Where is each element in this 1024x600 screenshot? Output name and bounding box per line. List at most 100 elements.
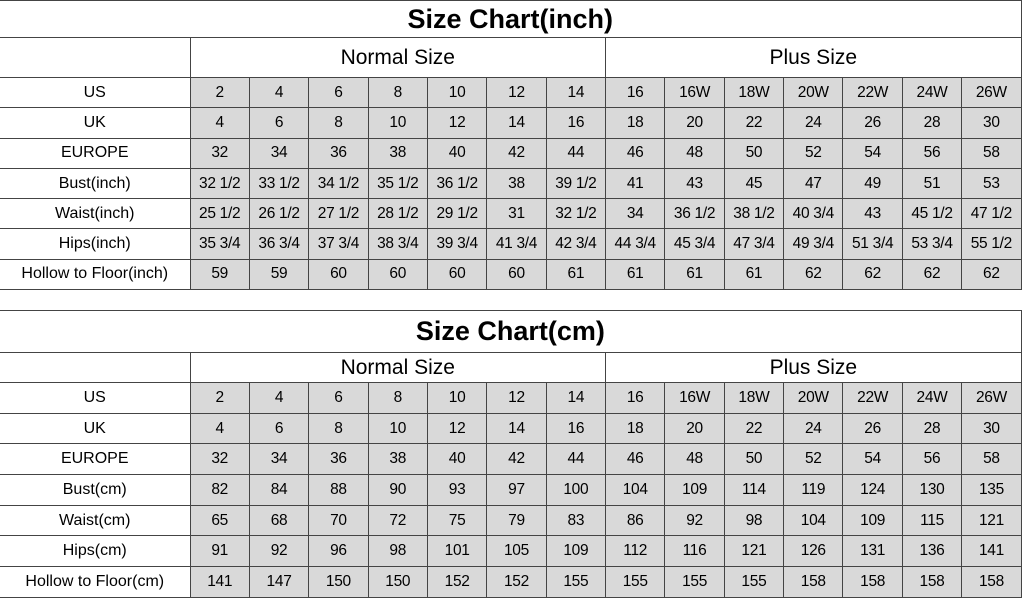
table-cell: 18 [605, 107, 666, 139]
table-cell: 36 1/2 [426, 167, 488, 200]
table-row: US 2 4 6 8 10 12 14 16 16W 18W 20W 22W 24W 26W [0, 382, 1022, 414]
table-cell: 41 [605, 167, 666, 200]
table-cell: 38 1/2 [723, 198, 785, 230]
table-cell: 88 [308, 474, 369, 506]
table-cell: 54 [842, 137, 903, 169]
table-cell: 44 3/4 [605, 228, 666, 260]
table-cell: 105 [486, 535, 547, 568]
table-cell: 29 1/2 [426, 198, 488, 230]
table-cell: 50 [723, 443, 785, 476]
table-cell: 59 [189, 258, 250, 291]
table-cell: 60 [486, 258, 547, 291]
table-cell: 12 [426, 412, 488, 445]
table-cell: 25 1/2 [189, 198, 250, 230]
table-cell: 24 [783, 107, 844, 139]
table-cell: 6 [308, 76, 369, 109]
table-cell: 30 [961, 412, 1022, 445]
table-cell: 37 3/4 [308, 228, 369, 260]
table-cell: 101 [426, 535, 488, 568]
table-cell: 31 [486, 198, 547, 230]
table-row: UK 4 6 8 10 12 14 16 18 20 22 24 26 28 30 [0, 412, 1022, 445]
table-cell: 20 [664, 412, 725, 445]
table-cell: 26 [842, 107, 903, 139]
table-cell: 10 [426, 76, 488, 109]
table-cell: 27 1/2 [308, 198, 369, 230]
empty-header-cell [0, 37, 191, 78]
table-cell: 10 [367, 107, 428, 139]
table-cell: 47 3/4 [723, 228, 785, 260]
table-cell: 28 1/2 [367, 198, 428, 230]
table-cell: 10 [367, 412, 428, 445]
row-label: Hips(inch) [0, 228, 191, 260]
table-cell: 68 [248, 504, 310, 537]
table-cell: 92 [248, 535, 310, 568]
table-cell: 8 [367, 382, 428, 414]
table-cell: 40 3/4 [783, 198, 844, 230]
table-cell: 8 [308, 412, 369, 445]
table-cell: 36 3/4 [248, 228, 310, 260]
table-cell: 51 3/4 [842, 228, 903, 260]
group-header-plus: Plus Size [605, 352, 1022, 383]
table-cell: 4 [189, 107, 250, 139]
table-cell: 14 [545, 382, 607, 414]
table-cell: 155 [605, 566, 666, 598]
row-label: EUROPE [0, 443, 191, 476]
table-row: UK 4 6 8 10 12 14 16 18 20 22 24 26 28 30 [0, 107, 1022, 139]
table-cell: 61 [545, 258, 607, 291]
table-cell: 6 [308, 382, 369, 414]
table-row: US 2 4 6 8 10 12 14 16 16W 18W 20W 22W 24W 26W [0, 76, 1022, 109]
table-cell: 70 [308, 504, 369, 537]
table-cell: 16W [664, 76, 725, 109]
table-cell: 155 [723, 566, 785, 598]
table-cell: 18W [723, 76, 785, 109]
table-cell: 39 3/4 [426, 228, 488, 260]
table-cell: 58 [961, 137, 1022, 169]
table-cell: 150 [308, 566, 369, 598]
table-cell: 61 [605, 258, 666, 291]
table-cell: 53 3/4 [901, 228, 963, 260]
table-cell: 158 [961, 566, 1022, 598]
table-cell: 30 [961, 107, 1022, 139]
table-cell: 12 [486, 382, 547, 414]
table-cell: 16W [664, 382, 725, 414]
table-cell: 54 [842, 443, 903, 476]
table-cell: 98 [367, 535, 428, 568]
table-cell: 90 [367, 474, 428, 506]
table-cell: 131 [842, 535, 903, 568]
table-cell: 91 [189, 535, 250, 568]
table-cell: 56 [901, 443, 963, 476]
table-cell: 75 [426, 504, 488, 537]
table-cell: 6 [248, 107, 310, 139]
table-cell: 62 [961, 258, 1022, 291]
table-cell: 4 [248, 382, 310, 414]
table-cell: 58 [961, 443, 1022, 476]
table-row: Bust(inch) 32 1/2 33 1/2 34 1/2 35 1/2 36 1/2… [0, 167, 1022, 200]
table-cell: 56 [901, 137, 963, 169]
table-cell: 60 [367, 258, 428, 291]
table-cell: 14 [486, 412, 547, 445]
group-header-normal: Normal Size [189, 37, 607, 78]
table-cell: 39 1/2 [545, 167, 607, 200]
row-label: Hollow to Floor(inch) [0, 258, 191, 291]
table-cell: 49 [842, 167, 903, 200]
table-cell: 100 [545, 474, 607, 506]
table-cell: 61 [664, 258, 725, 291]
row-label: Waist(cm) [0, 504, 191, 537]
table-cell: 98 [723, 504, 785, 537]
table-cell: 126 [783, 535, 844, 568]
row-label: UK [0, 412, 191, 445]
table-cell: 46 [605, 137, 666, 169]
row-label: Bust(cm) [0, 474, 191, 506]
table-row: Waist(cm) 65 68 70 72 75 79 83 86 92 98 104 109 115 12… [0, 504, 1022, 537]
table-cell: 43 [664, 167, 725, 200]
table-cell: 121 [961, 504, 1022, 537]
table-cell: 60 [308, 258, 369, 291]
row-label: US [0, 76, 191, 109]
table-cell: 26W [961, 382, 1022, 414]
table-cell: 32 1/2 [545, 198, 607, 230]
table-cell: 32 [189, 137, 250, 169]
table-cell: 2 [189, 76, 250, 109]
table-cell: 119 [783, 474, 844, 506]
table-cell: 135 [961, 474, 1022, 506]
table-cell: 26 1/2 [248, 198, 310, 230]
